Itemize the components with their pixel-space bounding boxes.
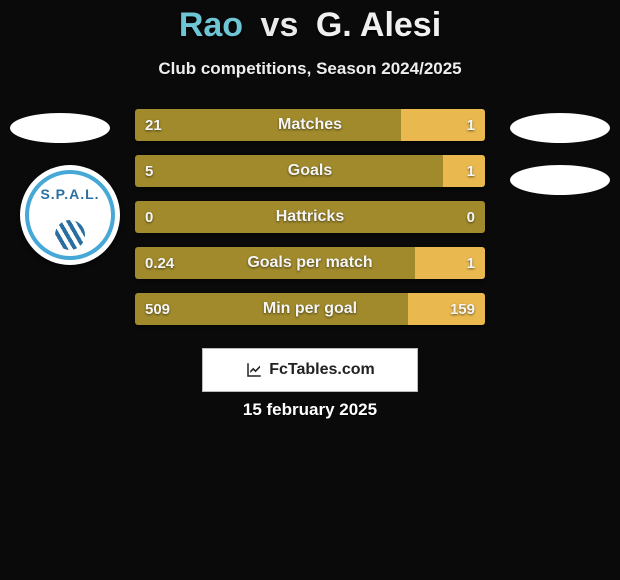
badge-text: S.P.A.L.	[40, 186, 99, 202]
date-label: 15 february 2025	[0, 400, 620, 420]
badge-ball-icon	[55, 220, 85, 250]
stats-bars: 211Matches 51Goals 00Hattricks 0.241Goals p…	[135, 109, 485, 339]
stat-row: 0.241Goals per match	[135, 247, 485, 279]
attribution-text: FcTables.com	[269, 361, 375, 379]
stat-label: Min per goal	[135, 293, 485, 325]
stat-row: 509159Min per goal	[135, 293, 485, 325]
stat-label: Matches	[135, 109, 485, 141]
stat-label: Goals	[135, 155, 485, 187]
player1-name: Rao	[179, 6, 243, 44]
stat-label: Hattricks	[135, 201, 485, 233]
club-slot-right-2	[510, 165, 610, 195]
title-vs: vs	[261, 6, 299, 44]
stat-row: 51Goals	[135, 155, 485, 187]
player2-name: G. Alesi	[316, 6, 441, 44]
chart-icon	[245, 361, 263, 379]
club-badge-spal: S.P.A.L.	[20, 165, 120, 265]
stat-label: Goals per match	[135, 247, 485, 279]
club-slot-right-1	[510, 113, 610, 143]
stat-row: 211Matches	[135, 109, 485, 141]
attribution-box: FcTables.com	[202, 348, 418, 392]
page-title: Rao vs G. Alesi	[0, 0, 620, 45]
club-slot-left-1	[10, 113, 110, 143]
subtitle: Club competitions, Season 2024/2025	[0, 59, 620, 79]
stat-row: 00Hattricks	[135, 201, 485, 233]
